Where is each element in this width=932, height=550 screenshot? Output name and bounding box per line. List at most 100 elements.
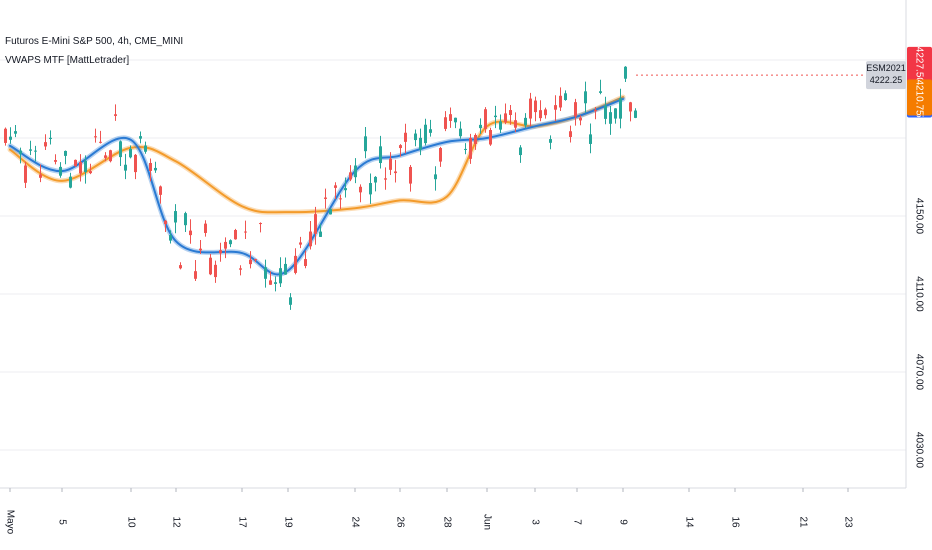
symbol-tag-value: 4222.25 [870,75,903,85]
x-tick-label: 21 [797,516,808,528]
candle-body [154,167,157,171]
candle-body [459,128,462,137]
candle-body [119,141,122,158]
candle-body [294,255,297,273]
candle-body [319,231,322,237]
x-tick-label: 26 [394,516,405,528]
x-tick-label: Jun [481,514,492,530]
price-tag-orange-bg [907,79,932,116]
candle-body [114,114,117,116]
candle-body [104,155,107,158]
candle-body [564,93,567,100]
candle-body [609,112,612,124]
candle-body [389,158,392,170]
candle-body [429,129,432,133]
candle-body [14,131,17,134]
candle-body [284,263,287,275]
candle-body [34,150,37,152]
candle-body [329,209,332,215]
candle-body [619,98,622,119]
candle-body [84,160,87,173]
candle-body [594,110,597,112]
x-tick-label: 14 [683,516,694,528]
candle-body [234,229,237,240]
candle-body [64,150,67,156]
x-tick-label: 7 [571,519,582,525]
candle-body [369,183,372,195]
candle-body [39,174,42,178]
candle-body [534,100,537,113]
candle-body [584,91,587,104]
candle-body [614,108,617,119]
candle-body [514,120,517,128]
candle-body [384,178,387,180]
candle-body [574,102,577,117]
candle-body [204,223,207,233]
candle-body [569,131,572,137]
candle-body [404,132,407,142]
candle-body [209,257,212,275]
candle-body [559,95,562,108]
candle-body [359,186,362,193]
candle-body [79,162,82,174]
candle-body [314,214,317,234]
x-tick-label: 24 [349,516,360,528]
candle-body [304,259,307,266]
indicator-label: VWAPS MTF [MattLetrader] [5,55,130,66]
candle-body [254,259,257,261]
candle-body [19,150,22,154]
candlesticks [4,66,637,310]
candle-body [69,176,72,188]
candle-body [539,110,542,119]
candle-body [124,164,127,171]
candle-body [454,117,457,123]
candle-body [159,186,162,195]
candle-body [419,137,422,150]
candle-body [49,137,52,139]
candle-body [624,66,627,79]
y-tick-label: 4150.00 [913,198,924,235]
candle-body [474,135,477,145]
candle-body [374,176,377,183]
x-tick-label: 5 [56,519,67,525]
candle-body [509,110,512,116]
candle-body [439,148,442,162]
candle-body [179,265,182,269]
candle-body [394,171,397,174]
candle-body [354,165,357,178]
candle-body [399,145,402,149]
candle-body [134,154,137,173]
x-tick-label: 10 [125,516,136,528]
candle-body [4,128,7,143]
candle-body [9,136,12,140]
candle-body [469,137,472,159]
vwap-blue-line [9,98,624,276]
candle-body [554,105,557,110]
x-tick-label: 23 [842,516,853,528]
candle-body [29,149,32,151]
candle-body [504,113,507,123]
symbol-tag-name: ESM2021 [866,63,906,73]
symbol-price-tag: ESM2021 4222.25 [866,61,906,90]
chart-title: Futuros E-Mini S&P 500, 4h, CME_MINI [5,36,184,47]
price-tag-red: 4227.50 [907,46,932,84]
candle-body [279,268,282,284]
candle-body [484,109,487,129]
candle-body [524,117,527,126]
candle-body [424,124,427,144]
price-tag-red-text: 4227.50 [913,47,924,84]
candle-body [109,150,112,162]
x-tick-label: 9 [617,519,628,525]
price-tag-red-bg [907,46,932,83]
candle-body [54,160,57,162]
candle-body [224,241,227,249]
candle-body [169,234,172,241]
candle-body [199,248,202,251]
candle-body [259,223,262,225]
candle-body [219,250,222,254]
candle-body [269,280,272,285]
candle-body [464,148,467,150]
candle-body [364,136,367,152]
